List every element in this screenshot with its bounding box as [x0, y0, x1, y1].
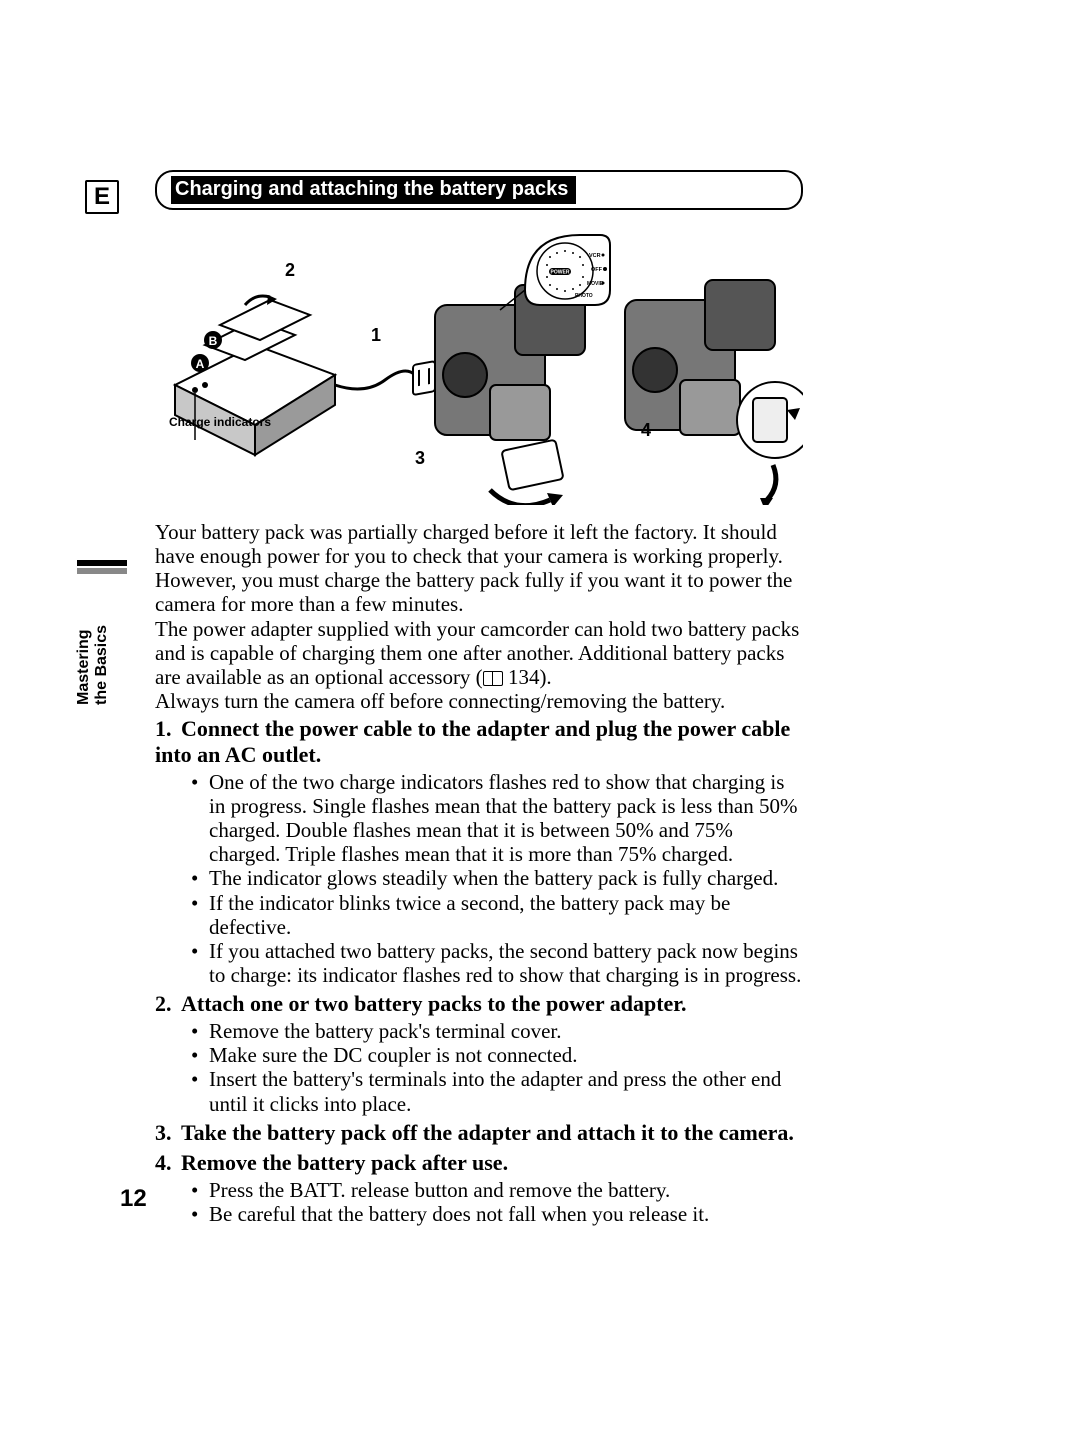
step-4-head: 4.Remove the battery pack after use.	[155, 1150, 803, 1176]
step-3: 3.Take the battery pack off the adapter …	[155, 1120, 803, 1146]
illustration: A B	[155, 225, 803, 505]
step-4-bullet-2: Be careful that the battery does not fal…	[209, 1202, 803, 1226]
step-4-num: 4.	[155, 1150, 181, 1176]
intro-p3: Always turn the camera off before connec…	[155, 689, 803, 713]
step-2-bullet-1: Remove the battery pack's terminal cover…	[209, 1019, 803, 1043]
page-number: 12	[120, 1185, 147, 1213]
svg-text:A: A	[196, 357, 205, 371]
side-tab-line1: Mastering	[75, 625, 93, 705]
intro-p2a: The power adapter supplied with your cam…	[155, 617, 799, 689]
intro-p1: Your battery pack was partially charged …	[155, 520, 803, 617]
intro-p2: The power adapter supplied with your cam…	[155, 617, 803, 689]
step-1-bullet-2: The indicator glows steadily when the ba…	[209, 866, 803, 890]
side-tab-bar-secondary	[77, 568, 127, 574]
side-tab: Mastering the Basics	[77, 560, 127, 705]
step-label-2: 2	[285, 260, 295, 281]
manual-page: E Charging and attaching the battery pac…	[0, 0, 1080, 1443]
svg-text:POWER: POWER	[551, 270, 570, 276]
svg-text:OFF: OFF	[591, 267, 603, 273]
step-1: 1.Connect the power cable to the adapter…	[155, 716, 803, 987]
intro-p2b: ).	[539, 665, 551, 689]
step-label-1: 1	[371, 325, 381, 346]
step-2-head: 2.Attach one or two battery packs to the…	[155, 991, 803, 1017]
step-2-num: 2.	[155, 991, 181, 1017]
step-1-bullet-4: If you attached two battery packs, the s…	[209, 939, 803, 987]
side-tab-bar-primary	[77, 560, 127, 566]
language-badge-text: E	[94, 183, 110, 211]
step-2: 2.Attach one or two battery packs to the…	[155, 991, 803, 1116]
section-title: Charging and attaching the battery packs	[171, 176, 576, 204]
step-4: 4.Remove the battery pack after use. Pre…	[155, 1150, 803, 1226]
step-1-title: Connect the power cable to the adapter a…	[155, 716, 790, 767]
charge-indicators-label: Charge indicators	[169, 415, 271, 429]
step-2-bullet-3: Insert the battery's terminals into the …	[209, 1067, 803, 1115]
step-3-title: Take the battery pack off the adapter an…	[181, 1120, 794, 1145]
side-tab-line2: the Basics	[93, 625, 111, 705]
step-label-4: 4	[641, 420, 651, 441]
step-3-head: 3.Take the battery pack off the adapter …	[155, 1120, 803, 1146]
language-badge: E	[85, 180, 119, 214]
step-1-bullet-3: If the indicator blinks twice a second, …	[209, 891, 803, 939]
section-title-container: Charging and attaching the battery packs	[155, 170, 803, 210]
step-4-title: Remove the battery pack after use.	[181, 1150, 508, 1175]
intro-body: Your battery pack was partially charged …	[155, 520, 803, 713]
illustration-svg: A B	[155, 225, 803, 505]
step-3-num: 3.	[155, 1120, 181, 1146]
step-2-title: Attach one or two battery packs to the p…	[181, 991, 687, 1016]
side-tab-text: Mastering the Basics	[75, 625, 110, 705]
step-1-head: 1.Connect the power cable to the adapter…	[155, 716, 803, 768]
step-1-bullet-1: One of the two charge indicators flashes…	[209, 770, 803, 867]
svg-text:PHOTO: PHOTO	[575, 293, 593, 299]
step-2-bullet-2: Make sure the DC coupler is not connecte…	[209, 1043, 803, 1067]
steps-list: 1.Connect the power cable to the adapter…	[155, 716, 803, 1230]
svg-text:B: B	[209, 334, 218, 348]
intro-p2-ref: 134	[508, 665, 540, 689]
step-4-bullet-1: Press the BATT. release button and remov…	[209, 1178, 803, 1202]
manual-ref-icon	[483, 671, 503, 685]
step-1-num: 1.	[155, 716, 181, 742]
svg-text:VCR: VCR	[589, 253, 601, 259]
step-label-3: 3	[415, 448, 425, 469]
svg-text:MOVIE: MOVIE	[587, 281, 604, 287]
